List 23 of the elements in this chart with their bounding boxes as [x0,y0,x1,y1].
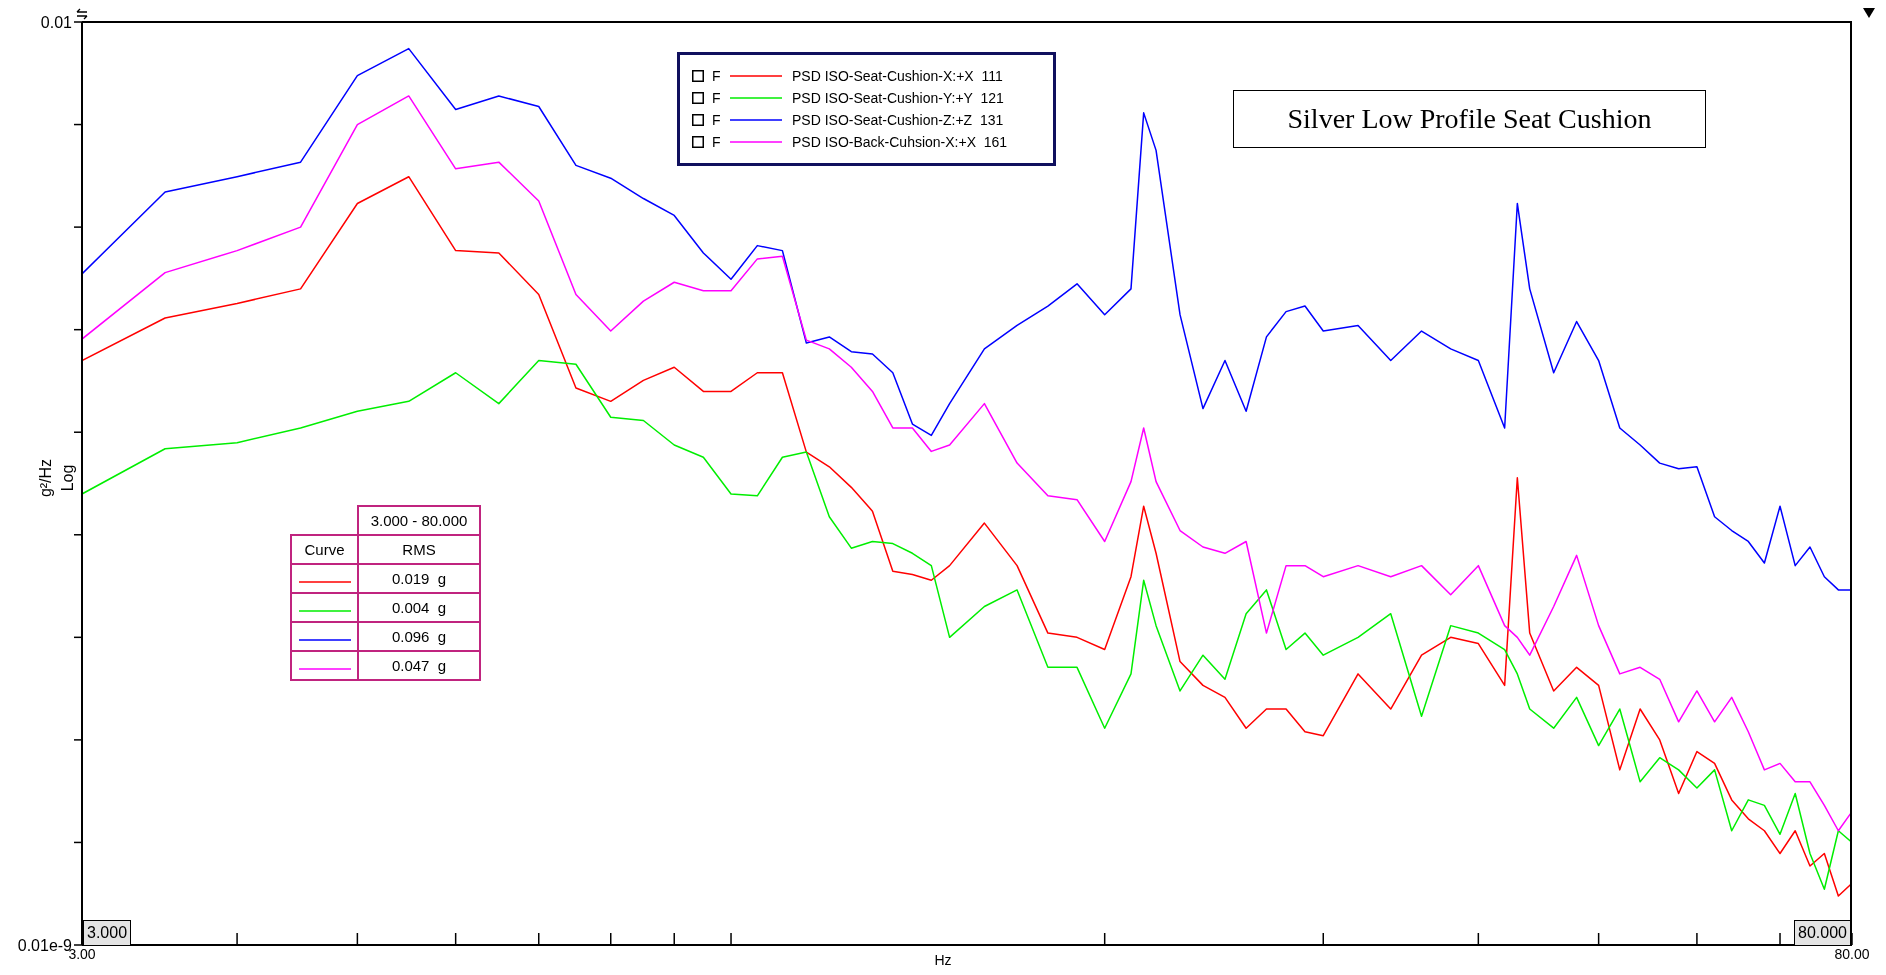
x-tick-label: 80.00 [1834,945,1870,962]
legend-label: PSD ISO-Back-Cuhsion-X:+X 161 [792,134,1008,150]
annotation: 0.047 g [358,651,480,680]
annotation: F [712,134,722,150]
annotation: 80.000 [1794,920,1851,946]
legend-label: PSD ISO-Seat-Cushion-Z:+Z 131 [792,112,1004,128]
annotation: Curve [291,535,358,564]
text: Silver Low Profile Seat Cushion [1233,90,1706,148]
annotation: F [712,112,722,128]
annotation: 3.000 - 80.000 [358,506,480,535]
annotation: F [712,68,722,84]
annotation: 3.000 [83,920,132,946]
y-tick-label: 0.01 [40,13,73,31]
annotation: 0.019 g [358,564,480,593]
annotation: RMS [358,535,480,564]
legend-label: PSD ISO-Seat-Cushion-Y:+Y 121 [792,90,1004,106]
legend-label: PSD ISO-Seat-Cushion-X:+X 111 [792,68,1003,84]
y-axis-title: g²/Hz [37,458,55,498]
text: Log [59,464,77,492]
annotation: 0.096 g [358,622,480,651]
x-axis-title: Hz [934,952,952,968]
annotation: 0.004 g [358,593,480,622]
annotation: F [712,90,722,106]
